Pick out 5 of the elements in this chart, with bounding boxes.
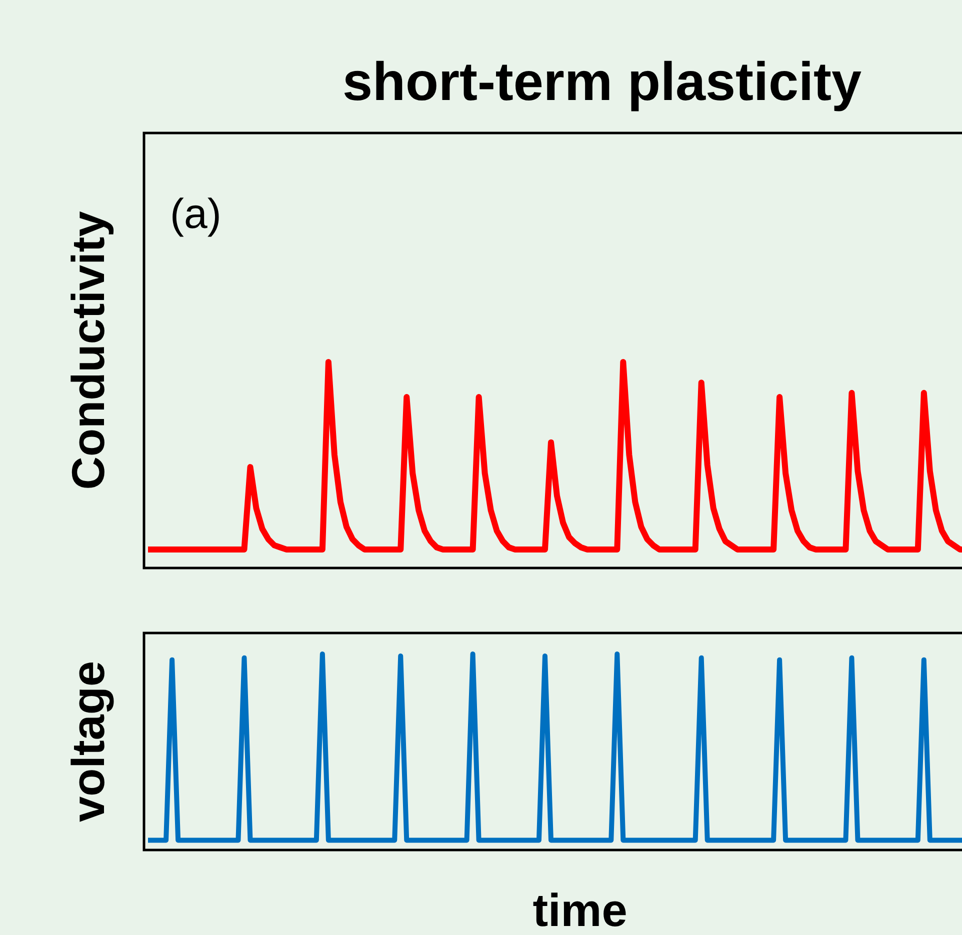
x-axis-title: time [532,884,628,935]
y-axis-title: voltage [62,660,114,822]
text: (a) [170,190,222,237]
y-axis-title: Conductivity [62,210,114,490]
chart-title: short-term plasticity [342,52,862,112]
